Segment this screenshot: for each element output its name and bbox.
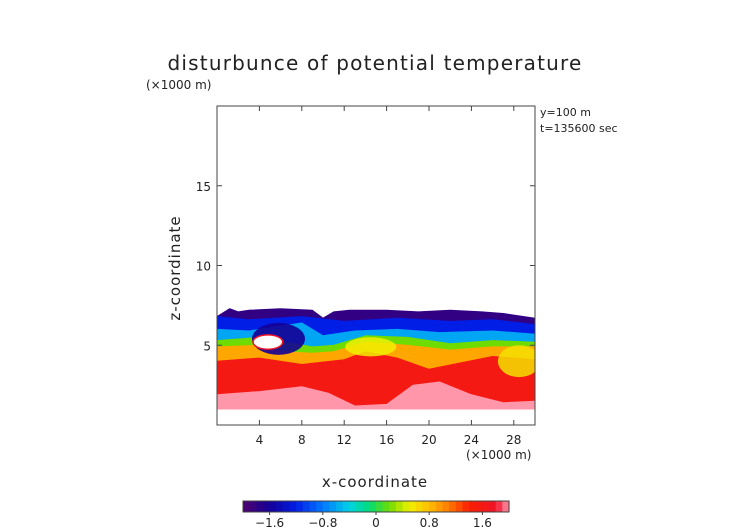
colorbar-segment [489, 501, 497, 512]
colorbar-tick-label: −1.6 [255, 516, 284, 530]
x-tick-label: 8 [298, 433, 306, 447]
colorbar-segment [482, 501, 490, 512]
colorbar-segment [382, 501, 390, 512]
colorbar-segment [269, 501, 277, 512]
x-tick-label: 12 [337, 433, 352, 447]
colorbar-segment [342, 501, 350, 512]
x-tick-label: 16 [379, 433, 394, 447]
colorbar-segment [369, 501, 377, 512]
colorbar-segment [336, 501, 344, 512]
field-band-7 [217, 381, 535, 410]
colorbar-segment [429, 501, 437, 512]
colorbar-segment [502, 501, 510, 512]
colorbar-segment [349, 501, 357, 512]
y-axis-label: z-coordinate [166, 215, 184, 320]
x-tick-label: 20 [421, 433, 436, 447]
field-core [252, 334, 284, 350]
colorbar-segment [262, 501, 271, 512]
colorbar-segment [475, 501, 483, 512]
colorbar-segment [249, 501, 257, 512]
x-unit-label: (×1000 m) [466, 448, 531, 462]
colorbar-segment [296, 501, 304, 512]
colorbar-segment [302, 501, 311, 512]
colorbar-segment [415, 501, 424, 512]
colorbar-segment [322, 501, 331, 512]
colorbar: −1.6 −0.8 0 0.8 1.6 [242, 500, 510, 530]
colorbar-segment [276, 501, 284, 512]
colorbar-segment [395, 501, 404, 512]
colorbar-segment [329, 501, 337, 512]
x-tick-label: 28 [506, 433, 521, 447]
field-feature-3 [345, 337, 397, 357]
annotation-time: t=135600 sec [540, 122, 618, 135]
colorbar-segment [309, 501, 317, 512]
colorbar-segment [356, 501, 364, 512]
colorbar-segment [282, 501, 291, 512]
colorbar-segment [462, 501, 470, 512]
colorbar-segment [442, 501, 450, 512]
colorbar-tick-label: 0 [372, 516, 380, 530]
colorbar-segment [449, 501, 457, 512]
colorbar-segment [435, 501, 444, 512]
colorbar-segment [243, 501, 251, 512]
colorbar-segment [455, 501, 464, 512]
colorbar-segment [389, 501, 397, 512]
colorbar-segment [376, 501, 384, 512]
colorbar-segment [289, 501, 297, 512]
temperature-field [217, 308, 535, 410]
colorbar-segment [495, 501, 503, 512]
chart-title: disturbunce of potential temperature [168, 51, 583, 75]
colorbar-segment [409, 501, 417, 512]
colorbar-segment [256, 501, 264, 512]
colorbar-segment [316, 501, 324, 512]
y-tick-label: 10 [196, 260, 211, 274]
colorbar-tick-label: 0.8 [420, 516, 439, 530]
x-tick-label: 24 [464, 433, 479, 447]
colorbar-tick-label: 1.6 [473, 516, 492, 530]
x-axis-label: x-coordinate [322, 473, 428, 491]
colorbar-segment [422, 501, 430, 512]
colorbar-segment [402, 501, 410, 512]
x-tick-label: 4 [256, 433, 264, 447]
y-tick-label: 15 [196, 180, 211, 194]
axes: 4 8 12 16 20 24 28 5 10 15 [196, 106, 535, 447]
y-tick-label: 5 [203, 339, 211, 353]
colorbar-segment [362, 501, 370, 512]
colorbar-tick-label: −0.8 [308, 516, 337, 530]
y-unit-label: (×1000 m) [146, 78, 211, 92]
annotation-y: y=100 m [540, 106, 591, 119]
colorbar-segment [469, 501, 477, 512]
field-feature-4 [497, 345, 535, 378]
